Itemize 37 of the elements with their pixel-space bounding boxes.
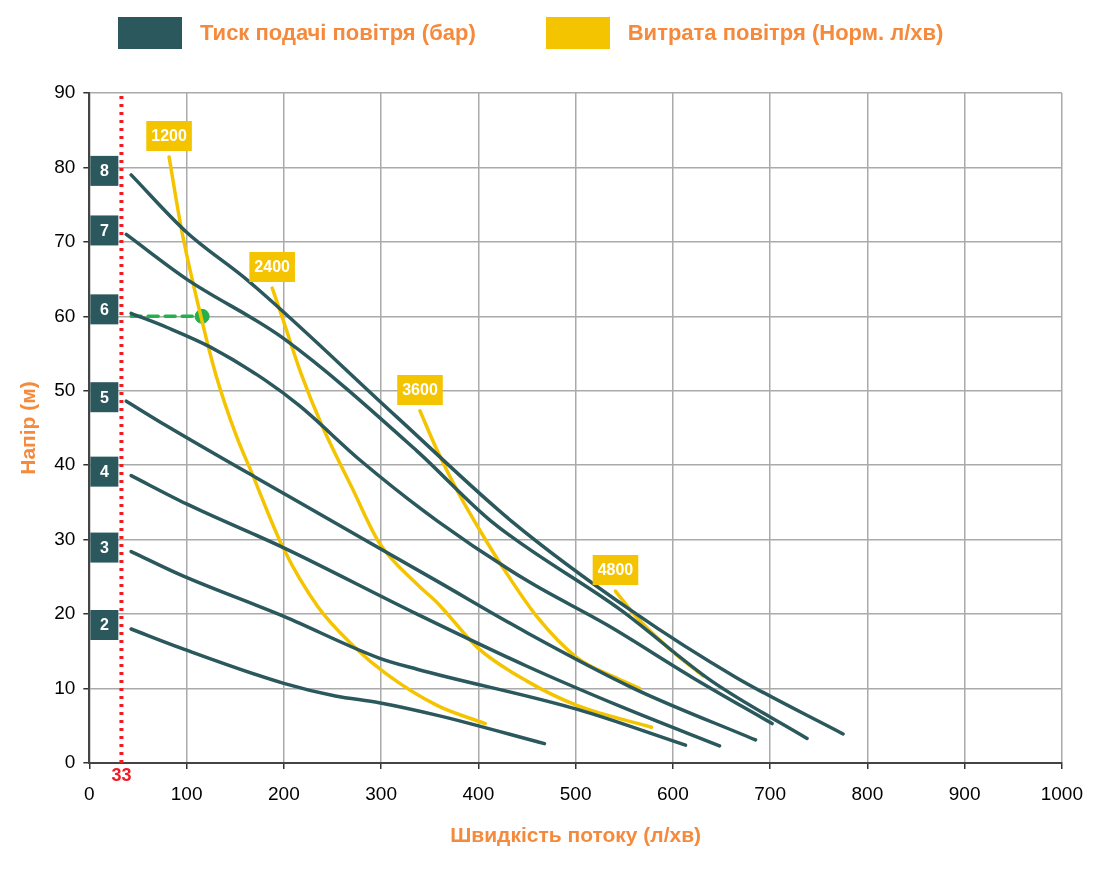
x-tick-label: 0 [84, 782, 95, 804]
series-label: 6 [99, 300, 109, 318]
x-tick-label: 300 [365, 782, 397, 804]
y-tick-label: 20 [54, 602, 76, 624]
y-tick-label: 70 [54, 230, 76, 252]
ref-line-label: 33 [111, 764, 132, 785]
x-tick-label: 500 [559, 782, 592, 804]
x-axis-title: Швидкість потоку (л/хв) [450, 823, 702, 847]
y-tick-label: 30 [54, 527, 76, 549]
series-label: 2400 [254, 258, 291, 276]
text: Витрата повітря (Норм. л/хв) [627, 20, 944, 46]
series-label: 7 [99, 221, 109, 239]
y-tick-label: 60 [54, 304, 76, 326]
x-tick-label: 400 [462, 782, 495, 804]
y-tick-label: 0 [64, 751, 76, 773]
x-tick-label: 1000 [1040, 782, 1084, 804]
y-tick-label: 80 [54, 155, 76, 177]
series-label: 1200 [151, 127, 187, 145]
x-tick-label: 600 [657, 782, 689, 804]
series-label: 8 [99, 162, 109, 180]
y-tick-label: 10 [54, 676, 76, 698]
text: Тиск подачі повітря (бар) [200, 20, 476, 46]
y-axis-title: Напір (м) [16, 381, 40, 475]
x-tick-label: 800 [851, 782, 884, 804]
y-tick-label: 90 [54, 81, 76, 103]
series-label: 4800 [597, 561, 634, 579]
y-tick-label: 50 [54, 379, 76, 401]
x-tick-label: 200 [267, 782, 300, 804]
x-tick-label: 900 [948, 782, 981, 804]
series-label: 3600 [402, 381, 438, 399]
series-label: 3 [99, 538, 109, 556]
x-tick-label: 100 [170, 782, 203, 804]
x-tick-label: 700 [754, 782, 786, 804]
y-tick-label: 40 [54, 453, 76, 475]
series-label: 2 [99, 616, 109, 634]
series-label: 4 [99, 463, 109, 481]
series-label: 5 [99, 388, 109, 406]
